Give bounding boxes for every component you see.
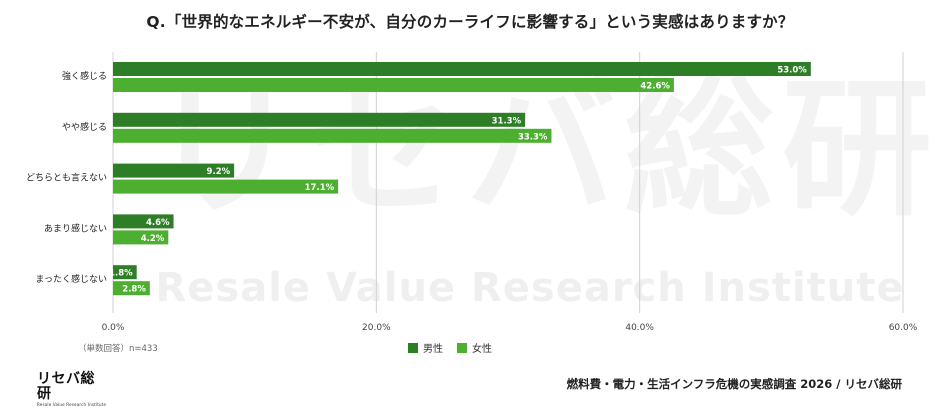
chart-title: Q.「世界的なエネルギー不安が、自分のカーライフに影響する」という実感はあります… bbox=[146, 13, 794, 31]
legend-item-male[interactable]: 男性 bbox=[408, 340, 443, 355]
bar-female bbox=[113, 230, 169, 245]
bar-male bbox=[113, 112, 526, 127]
bar-male bbox=[113, 163, 235, 178]
category-label: やや感じる bbox=[62, 121, 107, 133]
logo-sub-text: Resale Value Research Institute bbox=[37, 402, 107, 407]
legend-label-male: 男性 bbox=[423, 344, 443, 355]
x-tick-label: 0.0% bbox=[102, 323, 125, 333]
category-label: まったく感じない bbox=[35, 273, 107, 285]
legend: 男性 女性 bbox=[408, 340, 492, 355]
bar-male bbox=[113, 214, 174, 229]
bar-female bbox=[113, 281, 150, 296]
logo: リセバ総研 Resale Value Research Institute bbox=[37, 372, 107, 407]
x-tick-label: 20.0% bbox=[362, 323, 391, 333]
sample-note: （単数回答）n=433 bbox=[78, 344, 158, 354]
x-tick-label: 60.0% bbox=[889, 323, 918, 333]
category-label: あまり感じない bbox=[44, 222, 107, 234]
bar-value-label: 17.1% bbox=[305, 183, 335, 193]
bar-value-label: 4.2% bbox=[141, 234, 165, 244]
bar-value-label: 4.6% bbox=[146, 218, 170, 228]
category-label: どちらとも言えない bbox=[26, 172, 107, 184]
bar-male bbox=[113, 62, 811, 76]
bar-value-label: 33.3% bbox=[518, 132, 548, 142]
x-tick-label: 40.0% bbox=[625, 323, 654, 333]
bar-female bbox=[113, 179, 339, 194]
bar-value-label: 1.8% bbox=[109, 269, 133, 279]
bar-value-label: 9.2% bbox=[207, 167, 231, 177]
bar-value-label: 2.8% bbox=[122, 285, 146, 295]
logo-main-text: リセバ総研 bbox=[37, 371, 95, 402]
footer-source: 燃料費・電力・生活インフラ危機の実感調査 2026 / リセバ総研 bbox=[566, 377, 902, 391]
legend-item-female[interactable]: 女性 bbox=[457, 340, 492, 355]
bars: 53.0% 42.6% 31.3% 33.3% 9.2% 17.1% 4.6% 4.2% 1.8… bbox=[109, 62, 811, 296]
bar-value-label: 31.3% bbox=[492, 116, 522, 126]
category-label: 強く感じる bbox=[62, 70, 107, 82]
x-axis-ticks: 0.0% 20.0% 40.0% 60.0% bbox=[102, 323, 918, 333]
bar-male bbox=[113, 265, 137, 280]
bar-value-label: 53.0% bbox=[777, 66, 807, 76]
legend-label-female: 女性 bbox=[472, 344, 492, 355]
legend-swatch-male bbox=[408, 342, 418, 353]
bar-female bbox=[113, 128, 552, 143]
legend-swatch-female bbox=[457, 342, 467, 353]
bar-value-label: 42.6% bbox=[640, 82, 670, 92]
bar-female bbox=[113, 78, 674, 92]
